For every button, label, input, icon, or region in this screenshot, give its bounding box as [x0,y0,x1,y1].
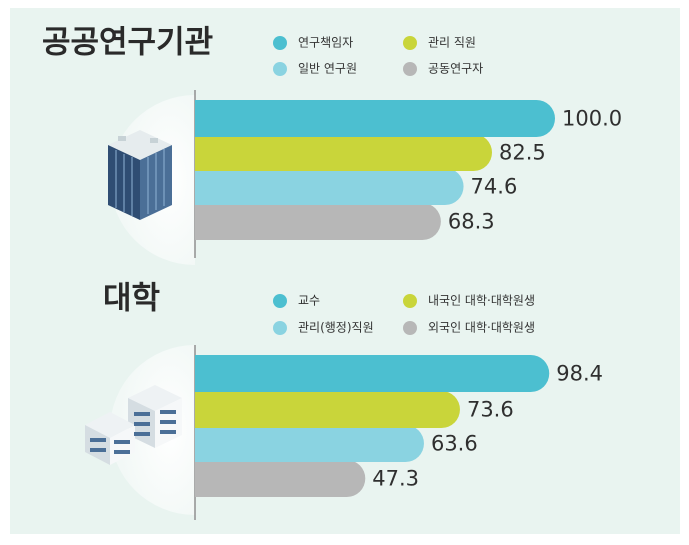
legend-swatch [273,321,287,335]
bar [195,203,441,240]
value-label: 98.4 [556,362,603,386]
bar [195,425,424,462]
building-icon [108,130,172,220]
legend-swatch [403,62,417,76]
value-label: 74.6 [471,175,518,199]
value-label: 100.0 [562,107,622,131]
legend-label: 일반 연구원 [298,62,357,76]
chart-title: 공공연구기관 [42,25,213,61]
value-label: 82.5 [499,141,546,165]
legend-label: 교수 [298,294,320,308]
bar [195,168,464,205]
bar [195,355,550,392]
value-label: 68.3 [448,210,495,234]
legend-swatch [403,36,417,50]
bar [195,460,366,497]
legend-swatch [273,36,287,50]
legend-label: 공동연구자 [428,62,483,76]
legend-label: 관리(행정)직원 [298,320,374,335]
legend-label: 외국인 대학·대학원생 [428,321,535,335]
value-label: 63.6 [431,432,478,456]
value-label: 47.3 [372,467,419,491]
bars [195,100,555,240]
legend-swatch [403,321,417,335]
legend-swatch [273,294,287,308]
legend-label: 내국인 대학·대학원생 [428,294,535,308]
bar [195,134,492,171]
value-label: 73.6 [467,398,514,422]
bars [195,355,550,497]
legend-label: 관리 직원 [428,36,476,50]
campus-icon [85,385,182,465]
bar [195,100,555,137]
legend-swatch [273,62,287,76]
legend-label: 연구책임자 [298,35,353,50]
bar [195,391,460,428]
chart-title: 대학 [103,281,160,317]
legend-swatch [403,294,417,308]
